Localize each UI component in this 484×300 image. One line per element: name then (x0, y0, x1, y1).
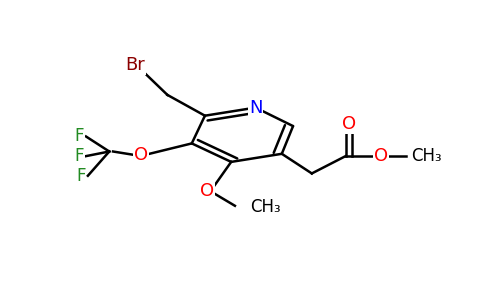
Text: F: F (75, 147, 84, 165)
Text: CH₃: CH₃ (250, 198, 281, 216)
Text: N: N (249, 99, 262, 117)
Text: O: O (200, 182, 214, 200)
Text: CH₃: CH₃ (411, 147, 442, 165)
Text: O: O (342, 115, 356, 133)
Text: O: O (134, 146, 148, 164)
Text: O: O (374, 147, 388, 165)
Text: F: F (76, 167, 86, 185)
Text: Br: Br (126, 56, 145, 74)
Text: F: F (75, 128, 84, 146)
